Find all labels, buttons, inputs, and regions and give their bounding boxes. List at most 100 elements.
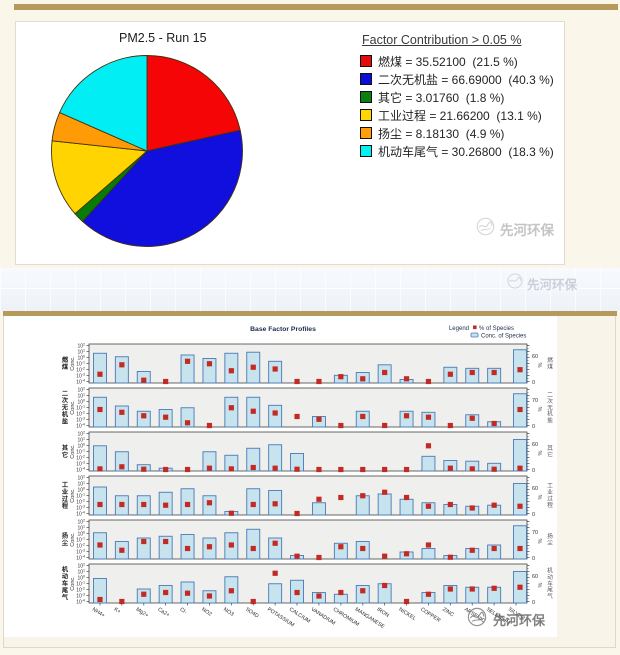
svg-text:过: 过	[547, 495, 553, 503]
svg-text:%: %	[538, 407, 544, 412]
svg-text:Conc.: Conc.	[70, 576, 76, 591]
svg-text:它: 它	[62, 451, 68, 459]
svg-text:Conc.: Conc.	[70, 532, 76, 547]
svg-text:101: 101	[77, 349, 85, 356]
svg-text:101: 101	[77, 525, 85, 532]
svg-text:10-3: 10-3	[76, 549, 85, 556]
svg-text:气: 气	[61, 594, 69, 602]
svg-text:10-1: 10-1	[76, 361, 85, 368]
svg-text:ZINC: ZINC	[441, 607, 455, 619]
svg-text:机: 机	[62, 566, 69, 574]
svg-text:10-2: 10-2	[76, 367, 85, 374]
svg-text:它: 它	[547, 451, 553, 459]
svg-text:10-4: 10-4	[76, 379, 85, 386]
svg-text:程: 程	[62, 502, 69, 510]
svg-text:100: 100	[77, 399, 85, 406]
svg-text:机: 机	[547, 567, 553, 575]
svg-text:尘: 尘	[547, 539, 553, 547]
svg-text:101: 101	[77, 437, 85, 444]
svg-text:% of Species: % of Species	[479, 326, 514, 332]
svg-text:10-2: 10-2	[76, 587, 85, 594]
svg-text:车: 车	[62, 580, 68, 588]
svg-text:工: 工	[62, 482, 69, 489]
svg-text:Conc.: Conc.	[70, 444, 76, 459]
svg-text:102: 102	[77, 343, 85, 350]
svg-text:其: 其	[62, 444, 69, 452]
svg-text:10-2: 10-2	[76, 455, 85, 462]
svg-text:100: 100	[77, 531, 85, 538]
svg-text:10-3: 10-3	[76, 373, 85, 380]
svg-text:100: 100	[77, 443, 85, 450]
svg-text:10-2: 10-2	[76, 543, 85, 550]
svg-text:10-3: 10-3	[76, 593, 85, 600]
svg-text:70: 70	[532, 398, 538, 404]
svg-text:盐: 盐	[62, 418, 69, 426]
svg-text:0: 0	[532, 380, 535, 386]
svg-text:Conc.: Conc.	[70, 356, 76, 371]
svg-text:无: 无	[61, 405, 69, 412]
svg-text:尾: 尾	[62, 587, 68, 595]
svg-text:Cl-: Cl-	[179, 607, 188, 616]
svg-text:100: 100	[77, 487, 85, 494]
svg-text:10-1: 10-1	[76, 493, 85, 500]
svg-text:10-4: 10-4	[76, 423, 85, 430]
svg-text:车: 车	[547, 579, 553, 587]
svg-text:0: 0	[532, 556, 535, 562]
svg-text:60: 60	[532, 486, 538, 492]
svg-text:其: 其	[547, 444, 553, 452]
svg-text:101: 101	[77, 569, 85, 576]
svg-text:Conc.: Conc.	[70, 488, 76, 503]
svg-text:工: 工	[547, 483, 553, 490]
svg-text:10-3: 10-3	[76, 461, 85, 468]
svg-text:%: %	[538, 451, 544, 456]
svg-text:尾: 尾	[547, 587, 553, 594]
svg-text:程: 程	[547, 501, 553, 509]
svg-text:10-3: 10-3	[76, 417, 85, 424]
svg-text:%: %	[538, 539, 544, 544]
svg-text:100: 100	[77, 575, 85, 582]
svg-text:60: 60	[532, 354, 538, 360]
svg-text:60: 60	[532, 574, 538, 580]
svg-text:0: 0	[532, 512, 535, 518]
svg-text:10-1: 10-1	[76, 405, 85, 412]
svg-text:100: 100	[77, 355, 85, 362]
svg-text:扬: 扬	[62, 532, 68, 540]
svg-text:10-4: 10-4	[76, 555, 85, 562]
svg-text:0: 0	[532, 424, 535, 430]
svg-text:动: 动	[62, 573, 68, 581]
svg-text:业: 业	[62, 488, 68, 496]
svg-text:0: 0	[532, 468, 535, 474]
svg-text:燃: 燃	[62, 356, 69, 364]
svg-text:NO2: NO2	[200, 607, 212, 618]
svg-text:二: 二	[62, 391, 68, 398]
svg-text:102: 102	[77, 563, 85, 570]
svg-text:Legend: Legend	[449, 326, 469, 332]
svg-text:10-4: 10-4	[76, 599, 85, 606]
svg-text:Conc. of Species: Conc. of Species	[481, 334, 526, 340]
svg-text:%: %	[538, 363, 544, 368]
svg-text:扬: 扬	[547, 532, 553, 540]
svg-text:10-3: 10-3	[76, 505, 85, 512]
svg-text:过: 过	[62, 495, 69, 503]
svg-text:煤: 煤	[547, 363, 553, 371]
svg-text:次: 次	[62, 397, 69, 405]
svg-text:无: 无	[547, 404, 553, 411]
svg-text:Base Factor Profiles: Base Factor Profiles	[250, 326, 316, 333]
svg-text:10-1: 10-1	[76, 537, 85, 544]
svg-text:机: 机	[547, 410, 553, 418]
svg-text:101: 101	[77, 481, 85, 488]
svg-text:燃: 燃	[547, 356, 553, 364]
svg-text:102: 102	[77, 519, 85, 526]
svg-text:盐: 盐	[547, 416, 553, 424]
svg-text:10-2: 10-2	[76, 411, 85, 418]
svg-text:10-4: 10-4	[76, 467, 85, 474]
svg-text:0: 0	[532, 600, 535, 606]
svg-text:业: 业	[547, 488, 553, 496]
svg-text:Conc.: Conc.	[70, 400, 76, 415]
svg-text:10-2: 10-2	[76, 499, 85, 506]
svg-text:70: 70	[532, 530, 538, 536]
svg-text:机: 机	[62, 411, 69, 419]
svg-text:二: 二	[547, 393, 553, 399]
svg-text:10-4: 10-4	[76, 511, 85, 518]
svg-text:10-1: 10-1	[76, 581, 85, 588]
